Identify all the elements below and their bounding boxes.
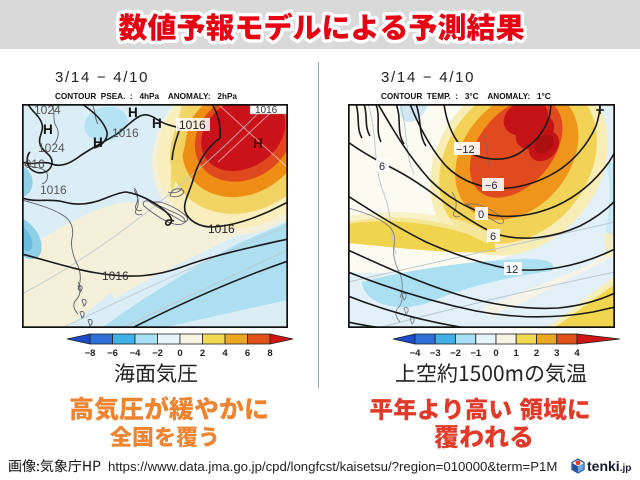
svg-text:−6: −6	[485, 180, 498, 192]
svg-text:1016: 1016	[208, 222, 235, 236]
svg-text:H: H	[93, 135, 103, 150]
svg-text:1024: 1024	[38, 141, 65, 155]
svg-text:4: 4	[222, 348, 228, 359]
svg-text:−3: −3	[430, 348, 441, 359]
svg-text:1016: 1016	[255, 105, 278, 116]
svg-text:H: H	[253, 136, 263, 151]
svg-text:0: 0	[493, 348, 498, 359]
svg-text:1016: 1016	[40, 183, 67, 197]
svg-text:6: 6	[379, 161, 385, 173]
svg-text:−2: −2	[450, 348, 461, 359]
svg-text:0: 0	[177, 348, 182, 359]
svg-text:H: H	[128, 105, 138, 120]
svg-text:−4: −4	[130, 348, 142, 359]
svg-text:tenki.jp: tenki.jp	[587, 458, 631, 474]
svg-text:−1: −1	[470, 348, 482, 359]
svg-text:H: H	[152, 116, 162, 131]
svg-text:8: 8	[267, 348, 272, 359]
svg-text:−2: −2	[152, 348, 163, 359]
svg-text:1016: 1016	[102, 269, 129, 283]
svg-text:−12: −12	[456, 144, 475, 156]
svg-text:2: 2	[200, 348, 205, 359]
svg-text:1: 1	[514, 348, 520, 359]
svg-text:3: 3	[554, 348, 559, 359]
svg-text:−4: −4	[410, 348, 422, 359]
svg-text:0: 0	[478, 209, 484, 221]
svg-text:H: H	[43, 122, 53, 137]
svg-text:12: 12	[506, 264, 518, 276]
svg-text:1016: 1016	[112, 126, 139, 140]
svg-text:−8: −8	[85, 348, 96, 359]
svg-text:−6: −6	[107, 348, 118, 359]
svg-text:6: 6	[490, 231, 496, 243]
svg-text:1016: 1016	[22, 157, 45, 171]
svg-text:6: 6	[245, 348, 250, 359]
svg-text:4: 4	[574, 348, 580, 359]
svg-text:1024: 1024	[34, 104, 61, 117]
svg-text:2: 2	[534, 348, 539, 359]
svg-text:1016: 1016	[179, 118, 206, 132]
